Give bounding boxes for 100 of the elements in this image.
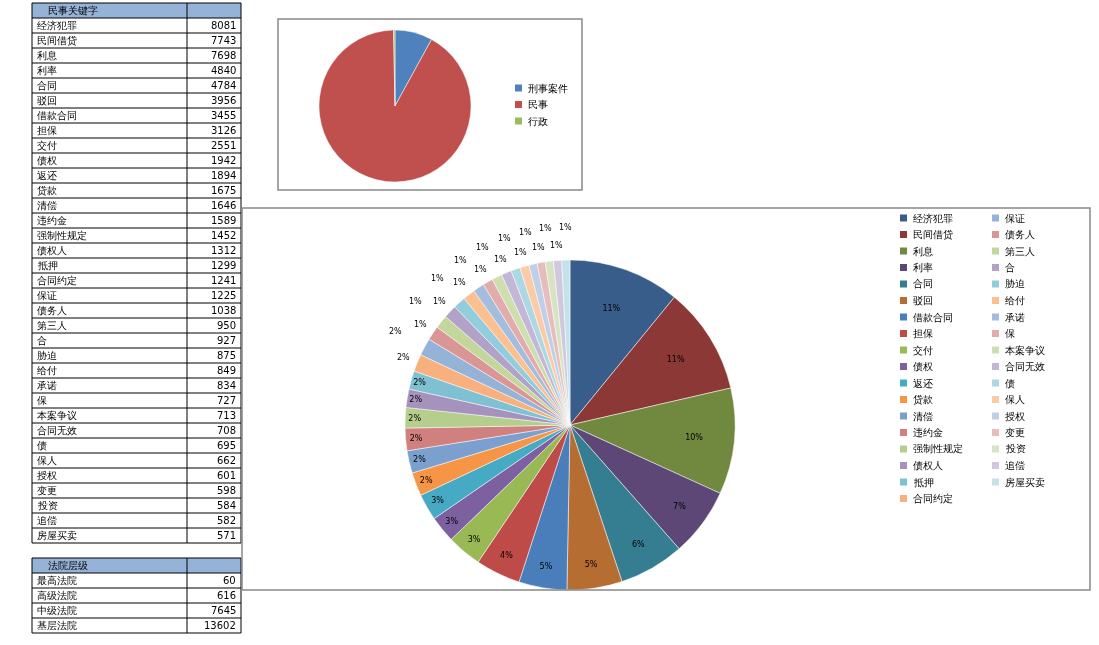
data-label: 3956 (211, 95, 237, 106)
data-label: 3455 (211, 110, 237, 121)
legend-label: 债务人 (1005, 229, 1035, 240)
category-label: 返还 (37, 170, 57, 181)
data-label: 1241 (211, 275, 237, 286)
data-label: 584 (217, 500, 237, 511)
data-label: 3% (445, 517, 459, 526)
data-label: 2551 (211, 140, 237, 151)
category-label: 驳回 (37, 95, 57, 106)
category-label: 承诺 (37, 380, 57, 391)
data-label: 13602 (204, 620, 236, 631)
legend-label: 合同 (913, 278, 933, 289)
category-label: 债权人 (37, 245, 67, 256)
data-label: 1% (454, 256, 468, 265)
legend-label: 给付 (1005, 295, 1025, 306)
data-label: 8081 (211, 20, 237, 31)
legend-label: 刑事案件 (528, 83, 568, 94)
data-label: 2% (409, 395, 423, 405)
data-label: 1894 (211, 170, 237, 181)
legend-label: 抵押 (913, 477, 934, 488)
legend-label: 贷款 (913, 394, 933, 405)
legend-label: 清偿 (913, 411, 933, 422)
data-label: 2% (397, 353, 411, 362)
data-label: 2% (409, 434, 423, 444)
category-label: 投资 (37, 500, 58, 511)
category-label: 合 (37, 335, 47, 346)
category-label: 合同 (37, 80, 57, 91)
legend-label: 驳回 (913, 295, 933, 306)
data-label: 2% (389, 327, 403, 336)
legend-label: 强制性规定 (913, 443, 963, 454)
data-label: 1299 (211, 260, 237, 271)
category-label: 民间借贷 (37, 35, 77, 46)
data-label: 616 (217, 590, 237, 601)
data-label: 1% (431, 274, 445, 283)
category-label: 交付 (37, 140, 57, 151)
pie-slice (318, 29, 472, 183)
data-label: 2% (408, 413, 422, 423)
category-label: 债权 (37, 155, 57, 166)
data-label: 1% (559, 223, 573, 232)
category-label: 高级法院 (37, 590, 77, 601)
category-label: 中级法院 (37, 605, 77, 616)
data-label: 601 (217, 470, 237, 481)
data-label: 1942 (211, 155, 237, 166)
category-label: 担保 (37, 125, 57, 136)
category-label: 给付 (37, 365, 57, 376)
legend-label: 授权 (1005, 411, 1025, 422)
data-label: 1675 (211, 185, 237, 196)
data-label: 4784 (211, 80, 237, 91)
category-label: 保人 (37, 455, 57, 466)
legend-label: 合同约定 (913, 493, 953, 504)
data-label: 1% (409, 297, 423, 306)
legend-label: 交付 (913, 345, 933, 356)
data-label: 3% (431, 496, 445, 506)
data-label: 1% (514, 248, 528, 257)
legend-label: 保人 (1005, 394, 1025, 405)
category-label: 抵押 (37, 260, 58, 271)
legend-label: 利息 (913, 246, 933, 257)
category-label: 贷款 (37, 185, 57, 196)
category-label: 追偿 (37, 515, 57, 526)
data-label: 1% (414, 320, 428, 329)
legend-label: 返还 (913, 378, 933, 389)
data-label: 2% (419, 475, 433, 485)
text: 法院层级 (48, 560, 88, 571)
data-label: 2% (413, 377, 427, 387)
data-label: 4840 (211, 65, 237, 76)
legend-label: 借款合同 (913, 312, 953, 323)
legend-label: 合同无效 (1005, 361, 1045, 372)
category-label: 房屋买卖 (37, 530, 77, 541)
data-label: 11% (602, 304, 621, 314)
data-label: 60 (223, 575, 236, 586)
legend-label: 变更 (1005, 427, 1025, 438)
legend-label: 承诺 (1005, 312, 1025, 323)
legend-label: 追偿 (1005, 460, 1025, 471)
category-label: 合同约定 (37, 275, 77, 286)
legend-label: 债权人 (913, 460, 943, 471)
category-label: 利率 (37, 65, 57, 76)
legend-label: 违约金 (913, 427, 943, 438)
data-label: 11% (666, 354, 685, 364)
legend-label: 民间借贷 (913, 229, 953, 240)
data-label: 662 (217, 455, 237, 466)
legend-label: 保 (1005, 328, 1015, 339)
data-label: 875 (217, 350, 237, 361)
category-label: 违约金 (37, 215, 67, 226)
category-label: 保证 (37, 290, 57, 301)
category-label: 基层法院 (37, 620, 77, 631)
legend-label: 胁迫 (1005, 278, 1025, 289)
data-label: 571 (217, 530, 237, 541)
legend-label: 保证 (1005, 213, 1025, 224)
data-label: 727 (217, 395, 237, 406)
data-label: 6% (631, 539, 646, 549)
data-label: 1589 (211, 215, 237, 226)
category-label: 强制性规定 (37, 230, 87, 241)
data-label: 1% (474, 265, 488, 274)
data-label: 7645 (211, 605, 237, 616)
data-label: 1312 (211, 245, 237, 256)
data-label: 4% (500, 550, 514, 560)
data-label: 1% (433, 297, 447, 306)
legend-label: 合 (1005, 262, 1015, 273)
data-label: 10% (685, 433, 704, 443)
category-label: 债 (37, 440, 47, 451)
